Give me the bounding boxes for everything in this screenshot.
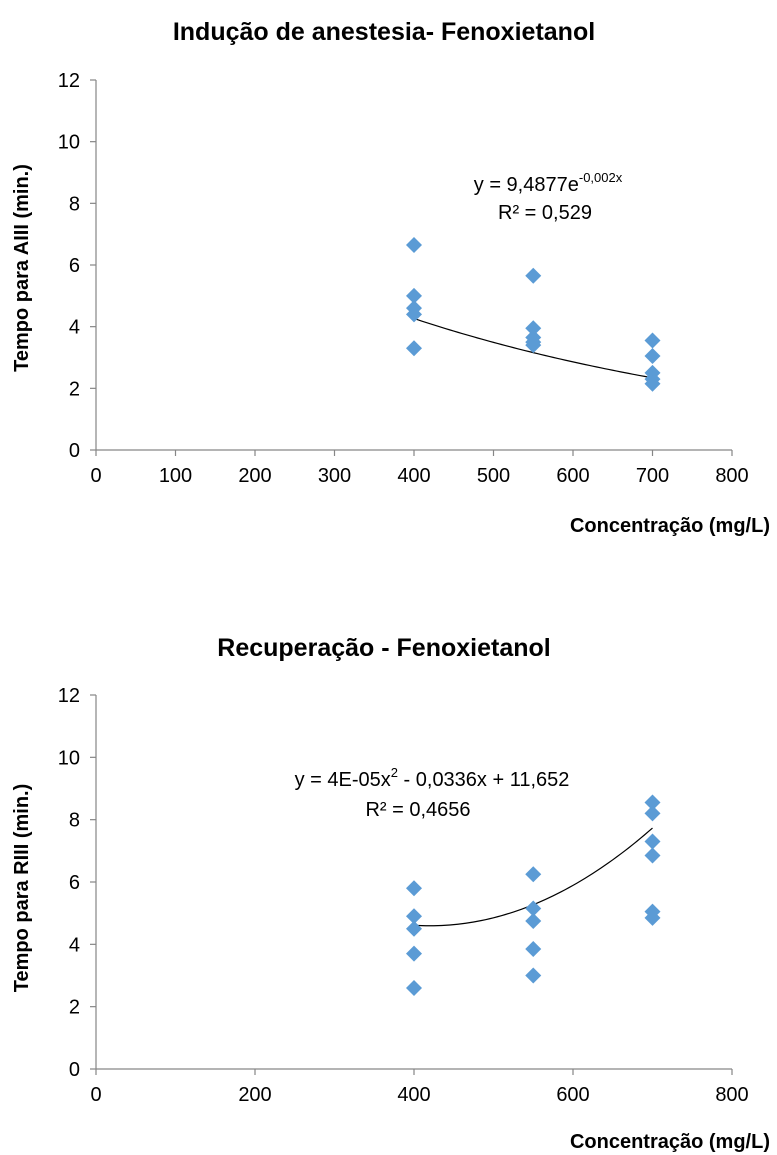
- equation-exponent: 2: [391, 765, 398, 780]
- data-point: [644, 909, 661, 926]
- data-point: [644, 794, 661, 811]
- trendline-equation: y = 4E-05x2 - 0,0336x + 11,652: [295, 765, 570, 791]
- y-tick-label: 8: [69, 810, 80, 832]
- y-tick-label: 10: [58, 132, 80, 154]
- x-axis-label: Concentração (mg/L): [570, 1131, 770, 1153]
- y-tick-label: 2: [69, 378, 80, 400]
- y-axis-label: Tempo para RIII (min.): [11, 784, 33, 993]
- y-tick-label: 2: [69, 997, 80, 1019]
- data-point: [406, 979, 422, 996]
- x-tick-label: 600: [556, 465, 589, 487]
- axes: [90, 79, 733, 456]
- trendline-equation: y = 9,4877e-0,002x: [474, 170, 623, 196]
- data-point: [525, 267, 542, 284]
- x-tick-label: 300: [318, 465, 351, 487]
- chart-1-svg: Indução de anestesia- Fenoxietanol Tempo…: [11, 18, 770, 537]
- chart-recovery: Recuperação - Fenoxietanol Tempo para RI…: [0, 578, 777, 1155]
- tick-labels: 0 2 4 6 8 10 12 0 200 400 600 800: [58, 685, 749, 1106]
- x-tick-label: 700: [636, 465, 669, 487]
- data-points: [406, 236, 661, 392]
- equation-rest: - 0,0336x + 11,652: [398, 769, 569, 791]
- equation-base: y = 9,4877e: [474, 174, 579, 196]
- data-point: [525, 967, 542, 984]
- data-point: [406, 306, 422, 323]
- y-axis-label: Tempo para AIII (min.): [11, 164, 33, 372]
- x-tick-label: 800: [715, 1084, 748, 1106]
- y-tick-label: 0: [69, 440, 80, 462]
- y-tick-label: 0: [69, 1059, 80, 1081]
- chart-2-svg: Recuperação - Fenoxietanol Tempo para RI…: [11, 634, 770, 1153]
- data-point: [644, 347, 661, 364]
- data-point: [644, 805, 661, 822]
- y-tick-label: 10: [58, 747, 80, 769]
- x-tick-label: 100: [159, 465, 192, 487]
- chart-anesthesia-induction: Indução de anestesia- Fenoxietanol Tempo…: [0, 0, 777, 577]
- data-point: [525, 900, 542, 917]
- equation-base: y = 4E-05x: [295, 769, 391, 791]
- x-tick-label: 0: [90, 1084, 101, 1106]
- data-point: [644, 332, 661, 349]
- data-point: [406, 236, 422, 253]
- x-tick-label: 200: [238, 1084, 271, 1106]
- r-squared: R² = 0,4656: [365, 799, 470, 821]
- data-point: [406, 340, 422, 357]
- data-point: [406, 920, 422, 937]
- data-point: [406, 287, 422, 304]
- data-points: [406, 794, 661, 996]
- data-point: [406, 908, 422, 925]
- x-tick-label: 500: [477, 465, 510, 487]
- r-squared: R² = 0,529: [498, 202, 592, 224]
- chart-title: Indução de anestesia- Fenoxietanol: [173, 18, 595, 46]
- x-tick-label: 400: [397, 1084, 430, 1106]
- data-point: [525, 866, 542, 883]
- axes: [90, 694, 733, 1075]
- data-point: [644, 375, 661, 392]
- data-point: [525, 912, 542, 929]
- x-tick-label: 0: [90, 465, 101, 487]
- tick-labels: 0 2 4 6 8 10 12 0 100 200 300 400 500 600 700 800: [58, 70, 749, 487]
- y-tick-label: 12: [58, 685, 80, 707]
- chart-title: Recuperação - Fenoxietanol: [217, 634, 550, 662]
- y-tick-label: 6: [69, 255, 80, 277]
- x-tick-label: 400: [397, 465, 430, 487]
- y-tick-label: 4: [69, 934, 80, 956]
- data-point: [525, 337, 542, 354]
- x-tick-label: 600: [556, 1084, 589, 1106]
- x-tick-label: 200: [238, 465, 271, 487]
- y-tick-label: 4: [69, 317, 80, 339]
- y-tick-label: 6: [69, 872, 80, 894]
- equation-exponent: -0,002x: [579, 170, 623, 185]
- x-tick-label: 800: [715, 465, 748, 487]
- x-axis-label: Concentração (mg/L): [570, 515, 770, 537]
- data-point: [525, 320, 542, 337]
- data-point: [406, 880, 422, 897]
- data-point: [406, 945, 422, 962]
- data-point: [644, 833, 661, 850]
- y-tick-label: 8: [69, 193, 80, 215]
- data-point: [644, 847, 661, 864]
- y-tick-label: 12: [58, 70, 80, 92]
- data-point: [525, 941, 542, 958]
